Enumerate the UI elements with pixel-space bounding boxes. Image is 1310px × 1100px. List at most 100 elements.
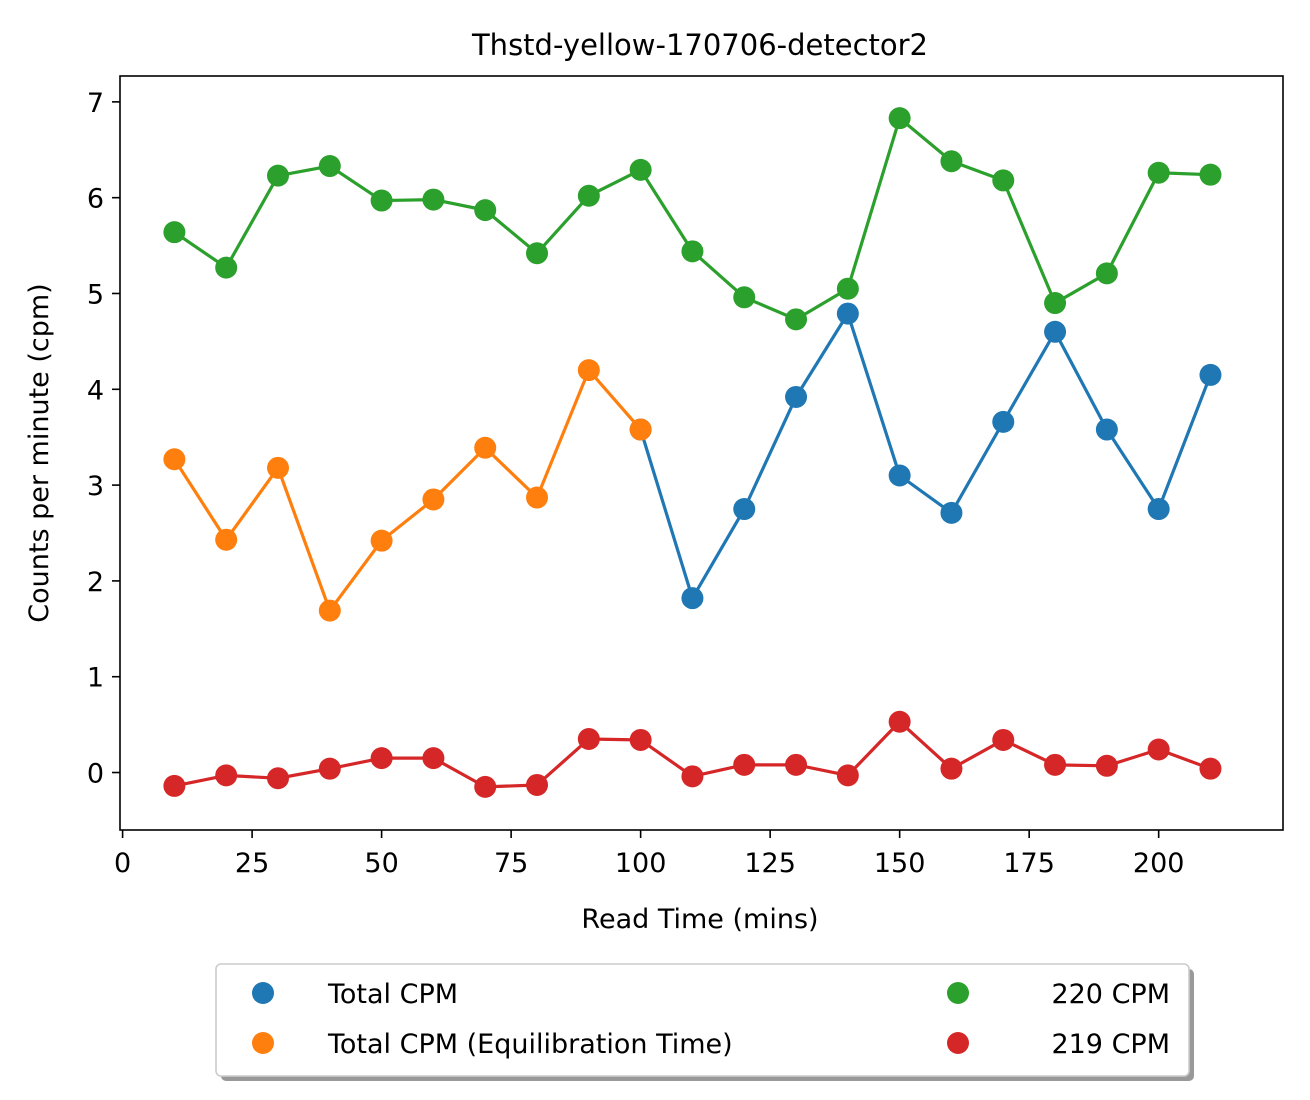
- x-tick-label: 0: [114, 848, 131, 879]
- x-tick-label: 200: [1133, 848, 1185, 879]
- data-point: [1044, 292, 1067, 315]
- data-point: [629, 418, 652, 441]
- legend-marker: [252, 982, 274, 1004]
- data-point: [577, 359, 600, 382]
- data-point: [992, 169, 1015, 192]
- data-point: [526, 242, 549, 265]
- data-point: [370, 529, 393, 552]
- data-point: [163, 448, 186, 471]
- data-point: [785, 753, 808, 776]
- data-point: [940, 501, 963, 524]
- data-point: [888, 464, 911, 487]
- series-line-1: [172, 368, 643, 613]
- data-point: [422, 188, 445, 211]
- data-point: [526, 773, 549, 796]
- legend: Total CPM 220 CPM Total CPM (Equilibration…: [215, 963, 1194, 1081]
- data-point: [267, 767, 289, 790]
- data-point: [1147, 738, 1170, 761]
- y-axis: 0 1 2 3 4 5 6 7: [87, 88, 120, 790]
- data-point: [163, 774, 186, 797]
- legend-marker: [947, 1032, 969, 1054]
- data-point: [163, 221, 186, 244]
- data-point: [1044, 320, 1067, 343]
- data-point: [733, 753, 756, 776]
- data-point: [836, 302, 859, 325]
- data-point: [1044, 753, 1067, 776]
- data-point: [422, 747, 445, 770]
- data-point: [629, 728, 652, 751]
- data-point: [888, 710, 911, 733]
- data-point: [836, 277, 859, 300]
- y-tick-label: 2: [87, 567, 104, 598]
- data-point: [318, 599, 341, 622]
- chart-title: Thstd-yellow-170706-detector2: [471, 28, 928, 62]
- data-point: [733, 286, 756, 309]
- legend-label: Total CPM (Equilibration Time): [327, 1029, 733, 1060]
- data-point: [1199, 757, 1222, 780]
- x-tick-label: 75: [494, 848, 528, 879]
- x-tick-label: 150: [874, 848, 926, 879]
- x-tick-label: 50: [364, 848, 398, 879]
- data-point: [1095, 262, 1118, 285]
- data-point: [526, 486, 549, 509]
- data-point: [992, 728, 1015, 751]
- data-point: [1095, 754, 1118, 777]
- y-tick-label: 1: [87, 663, 104, 694]
- data-point: [215, 528, 238, 551]
- x-tick-label: 125: [744, 848, 796, 879]
- data-point: [681, 765, 704, 788]
- legend-label: Total CPM: [327, 979, 458, 1010]
- legend-box: [215, 963, 1190, 1077]
- data-point: [474, 436, 497, 459]
- data-point: [1199, 163, 1222, 186]
- data-point: [577, 184, 600, 207]
- plot-frame: [119, 75, 1284, 831]
- data-point: [785, 385, 808, 408]
- data-point: [681, 240, 704, 263]
- data-point: [318, 757, 341, 780]
- data-point: [474, 775, 497, 798]
- y-tick-label: 4: [87, 375, 104, 406]
- legend-label: 220 CPM: [1051, 979, 1170, 1010]
- y-tick-label: 0: [87, 759, 104, 790]
- series-line-0: [639, 312, 1213, 600]
- x-tick-label: 100: [615, 848, 667, 879]
- data-point: [267, 456, 289, 479]
- x-tick-label: 175: [1003, 848, 1055, 879]
- x-axis-label: Read Time (mins): [581, 904, 818, 935]
- data-point: [1095, 418, 1118, 441]
- data-point: [370, 189, 393, 212]
- data-point: [215, 256, 238, 279]
- data-point: [318, 155, 341, 178]
- plot-area: [163, 107, 1222, 798]
- y-tick-label: 5: [87, 279, 104, 310]
- data-point: [836, 764, 859, 787]
- y-axis-label: Counts per minute (cpm): [24, 283, 55, 622]
- data-point: [681, 587, 704, 610]
- data-point: [785, 308, 808, 331]
- legend-marker: [947, 982, 969, 1004]
- data-point: [1199, 363, 1222, 386]
- data-point: [370, 747, 393, 770]
- data-point: [940, 150, 963, 173]
- data-point: [215, 764, 238, 787]
- legend-entries: Total CPM 220 CPM Total CPM (Equilibration…: [252, 979, 1170, 1060]
- data-point: [992, 410, 1015, 433]
- y-tick-label: 3: [87, 471, 104, 502]
- data-point: [1147, 161, 1170, 184]
- data-point: [940, 757, 963, 780]
- x-axis: 0 25 50 75 100 125 150 175 200: [114, 830, 1184, 879]
- data-point: [577, 727, 600, 750]
- data-point: [1147, 498, 1170, 521]
- data-point: [474, 199, 497, 222]
- x-tick-label: 25: [235, 848, 269, 879]
- legend-label: 219 CPM: [1051, 1029, 1170, 1060]
- data-point: [733, 498, 756, 521]
- data-point: [629, 158, 652, 181]
- data-point: [888, 107, 911, 130]
- legend-marker: [252, 1032, 274, 1054]
- data-point: [267, 164, 289, 187]
- y-tick-label: 7: [87, 88, 104, 119]
